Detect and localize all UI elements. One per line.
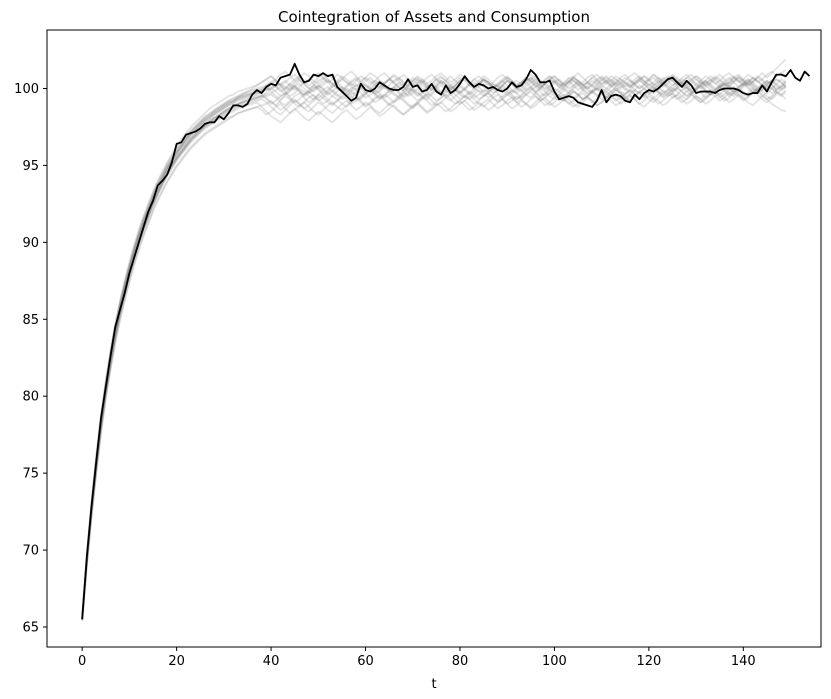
- background-path-line: [81, 79, 787, 620]
- background-path-line: [81, 86, 787, 620]
- highlight-path-group: [81, 62, 811, 620]
- y-tick-label: 65: [22, 620, 39, 635]
- x-tick-label: 60: [357, 654, 374, 669]
- highlight-path-line: [81, 62, 811, 620]
- x-tick-label: 40: [263, 654, 280, 669]
- x-tick-label: 120: [636, 654, 661, 669]
- background-path-line: [81, 75, 787, 620]
- background-path-line: [81, 73, 787, 618]
- background-path-line: [81, 82, 777, 620]
- y-tick-label: 85: [22, 313, 39, 328]
- x-axis-ticks: 0 20 40 60 80 100 120 140: [78, 647, 756, 669]
- y-tick-label: 80: [22, 390, 39, 405]
- y-tick-label: 95: [22, 159, 39, 174]
- background-path-line: [81, 76, 787, 618]
- x-tick-label: 140: [731, 654, 756, 669]
- y-tick-label: 90: [22, 236, 39, 251]
- plot-area-frame: [46, 29, 822, 648]
- x-tick-label: 20: [168, 654, 185, 669]
- background-path-line: [81, 84, 777, 618]
- background-path-line: [81, 86, 787, 620]
- background-path-line: [81, 73, 787, 620]
- x-tick-label: 80: [452, 654, 469, 669]
- y-tick-label: 100: [14, 82, 39, 97]
- background-path-line: [81, 72, 787, 620]
- background-path-line: [81, 89, 787, 621]
- background-path-line: [81, 70, 787, 618]
- x-tick-label: 100: [542, 654, 567, 669]
- y-tick-label: 70: [22, 544, 39, 559]
- background-path-line: [81, 72, 787, 618]
- background-path-line: [81, 75, 787, 618]
- background-path-line: [81, 92, 787, 621]
- background-path-line: [81, 78, 787, 618]
- x-axis-label: t: [431, 677, 436, 692]
- chart-title: Cointegration of Assets and Consumption: [278, 8, 590, 26]
- background-path-line: [81, 58, 787, 617]
- y-tick-label: 75: [22, 467, 39, 482]
- x-tick-label: 0: [78, 654, 86, 669]
- background-paths-group: [81, 58, 787, 621]
- y-axis-ticks: 65 70 75 80 85 90 95 100: [14, 82, 47, 635]
